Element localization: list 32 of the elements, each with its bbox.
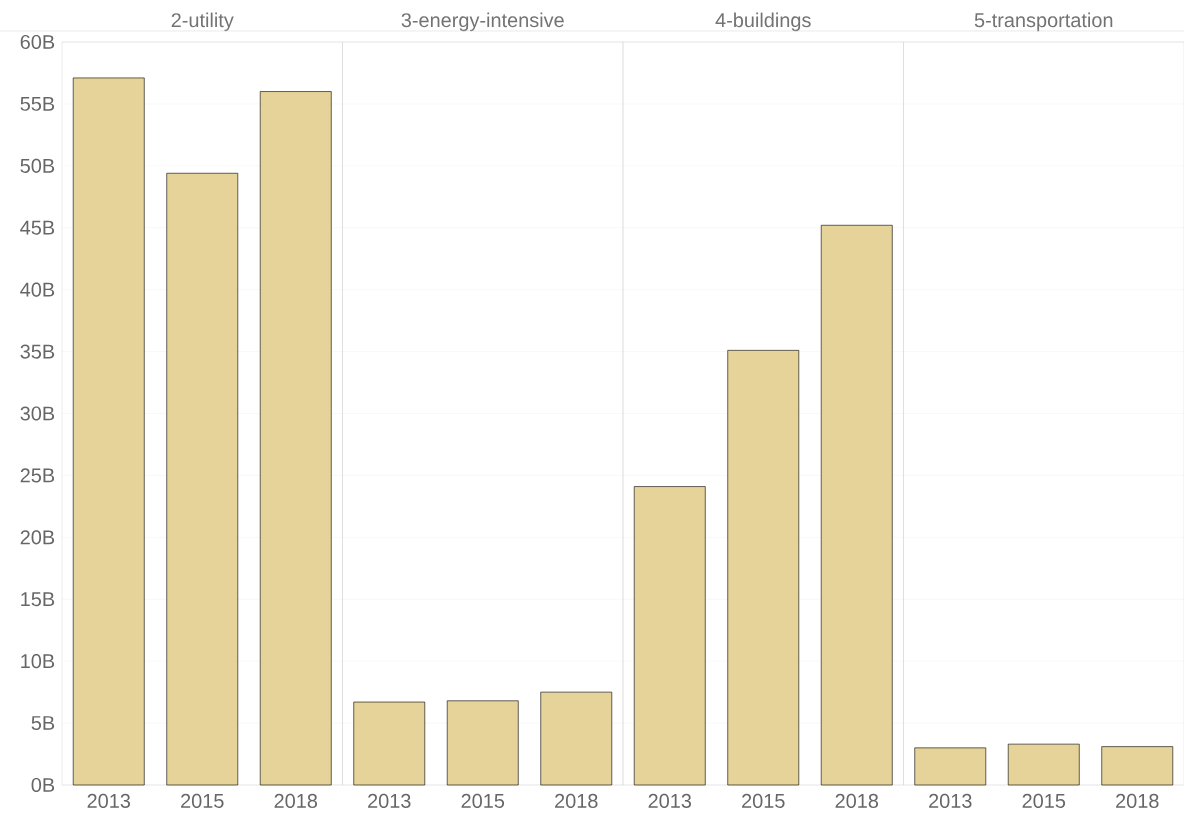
- y-tick-label: 0B: [31, 777, 55, 793]
- chart-title: 3-energy-intensive: [401, 12, 564, 32]
- x-tick-label: 2018: [1116, 793, 1159, 808]
- x-tick-label: 2018: [274, 793, 318, 808]
- y-tick-label: 20B: [20, 530, 55, 545]
- y-tick-label: 15B: [21, 592, 55, 607]
- x-tick-label: 2013: [929, 793, 972, 808]
- x-tick-label: 2015: [461, 793, 505, 808]
- bar: [72, 77, 145, 786]
- y-tick-label: 30B: [20, 406, 55, 421]
- bar: [166, 172, 239, 786]
- y-tick-label: 25B: [20, 468, 55, 483]
- chart-title: 4-buildings: [715, 12, 811, 32]
- y-tick-label: 50B: [20, 158, 55, 173]
- y-tick-label: 40B: [20, 282, 55, 297]
- x-tick-label: 2018: [835, 793, 879, 808]
- x-tick-label: 2015: [1022, 793, 1066, 808]
- y-tick-label: 55B: [20, 96, 55, 111]
- x-tick-label: 2018: [555, 793, 598, 808]
- x-tick-label: 2013: [368, 793, 411, 808]
- y-tick-label: 60B: [20, 34, 55, 50]
- x-tick-label: 2015: [742, 793, 785, 808]
- y-tick-label: 45B: [20, 220, 55, 235]
- y-tick-label: 10B: [21, 654, 55, 669]
- x-tick-label: 2015: [181, 793, 224, 808]
- y-tick-label: 35B: [20, 344, 55, 359]
- y-tick-label: 5B: [31, 716, 55, 731]
- chart-title: 2-utility: [171, 12, 234, 32]
- x-tick-label: 2013: [648, 793, 692, 808]
- bar: [259, 91, 332, 786]
- chart-title: 5-transportation: [974, 12, 1113, 32]
- x-tick-label: 2013: [87, 793, 131, 808]
